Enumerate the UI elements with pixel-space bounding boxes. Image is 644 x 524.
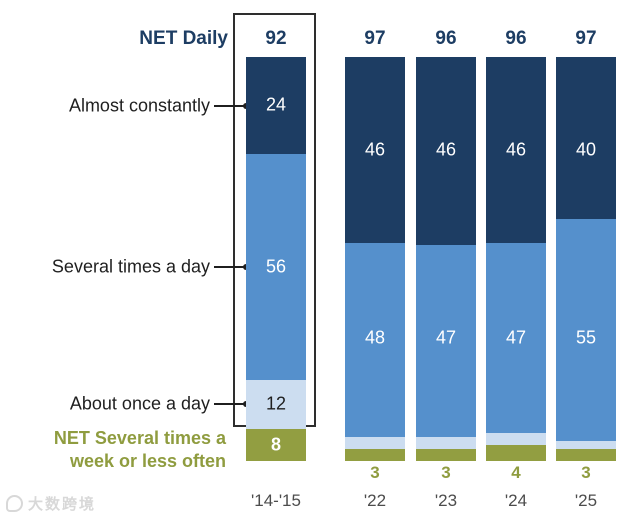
bar-value: 48 (364, 327, 386, 348)
bar-value: 46 (435, 139, 457, 160)
watermark-text: 大数跨境 (28, 495, 97, 513)
label-almost-constantly: Almost constantly (68, 95, 210, 116)
bar-segment-olive (246, 428, 306, 461)
bar-segment-navy (556, 57, 616, 219)
label-several-times-day: Several times a day (51, 256, 210, 277)
bar-segment-lightblue (486, 432, 546, 445)
bar-segment-olive (345, 448, 405, 461)
watermark-logo-icon (6, 495, 23, 512)
bar-segment-blue (556, 218, 616, 441)
connector-about-once-day (214, 401, 249, 407)
net-weekly-label: NET Several times a week or less often (53, 428, 226, 471)
bar-segment-navy (416, 57, 476, 245)
label-about-once-day: About once a day (69, 393, 210, 414)
bar-value: 12 (265, 393, 287, 414)
bar-value: 40 (575, 139, 597, 160)
net-weekly-value: 3 (581, 463, 591, 482)
watermark: 大数跨境 (6, 493, 96, 514)
net-daily-value: 97 (364, 28, 386, 49)
year-label: '23 (434, 491, 458, 510)
bar-segment-blue (345, 242, 405, 437)
bar-segment-navy (345, 57, 405, 243)
bar-value: 46 (505, 139, 527, 160)
bar-value: 24 (265, 94, 287, 115)
net-daily-value: 97 (575, 28, 597, 49)
year-label: '22 (363, 491, 387, 510)
bar-value: 56 (265, 256, 287, 277)
year-label: '14-'15 (251, 491, 301, 510)
bar-segment-olive (416, 448, 476, 461)
bar-segment-lightblue (246, 380, 306, 429)
net-daily-value: 96 (505, 28, 527, 49)
bar-value: 47 (505, 327, 527, 348)
bar-value: 55 (575, 327, 597, 348)
bar-segment-blue (486, 242, 546, 433)
bar-value: 46 (364, 139, 386, 160)
bar-segment-lightblue (416, 436, 476, 449)
year-label: '25 (574, 491, 598, 510)
net-weekly-value: 4 (511, 463, 521, 482)
bar-segment-blue (246, 153, 306, 381)
bar-segment-navy (486, 57, 546, 243)
bar-segment-blue (416, 244, 476, 437)
bar-segment-lightblue (345, 436, 405, 449)
bar-value: 47 (435, 327, 457, 348)
net-daily-value: 92 (265, 28, 287, 49)
bar-segment-lightblue (556, 440, 616, 449)
bar-segment-navy (246, 57, 306, 154)
net-daily-label: NET Daily (139, 28, 228, 49)
bar-segment-olive (556, 448, 616, 461)
net-weekly-value: 3 (370, 463, 380, 482)
year-label: '24 (504, 491, 528, 510)
connector-several-times-day (214, 264, 249, 270)
bar-segment-olive (486, 444, 546, 461)
bar-value: 8 (270, 434, 281, 455)
net-weekly-value: 3 (441, 463, 451, 482)
connector-almost-constantly (214, 103, 249, 109)
net-daily-value: 96 (435, 28, 457, 49)
